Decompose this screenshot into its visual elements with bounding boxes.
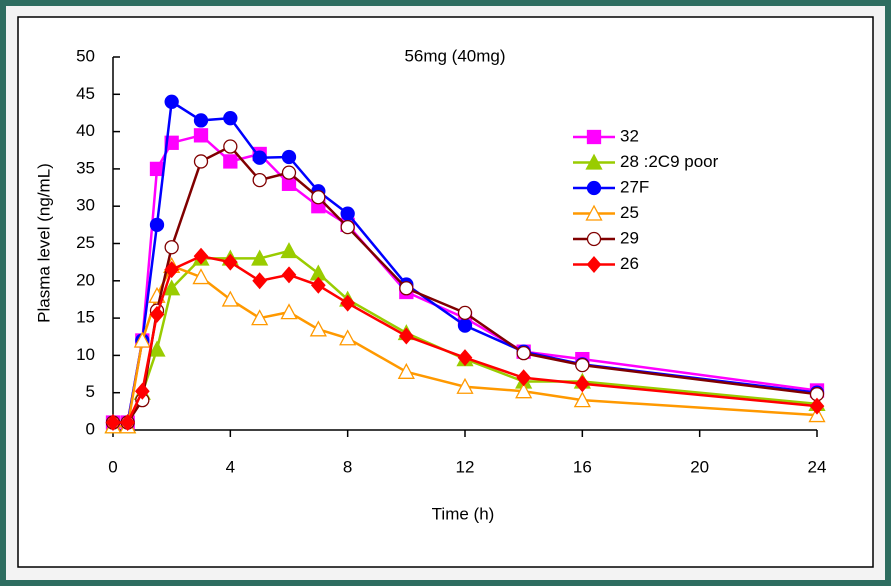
marker xyxy=(252,172,267,188)
marker xyxy=(280,242,298,259)
legend-marker xyxy=(586,256,602,273)
legend-marker xyxy=(586,231,602,247)
y-tick-label: 40 xyxy=(76,121,95,140)
legend-label: 28 :2C9 poor xyxy=(620,152,719,171)
x-axis-label: Time (h) xyxy=(432,504,495,523)
x-tick-label: 4 xyxy=(226,457,235,476)
marker xyxy=(575,357,590,373)
y-tick-label: 35 xyxy=(76,158,95,177)
series-line xyxy=(113,264,818,428)
marker xyxy=(105,414,121,432)
series-line xyxy=(113,133,818,424)
marker xyxy=(134,382,150,400)
marker xyxy=(457,318,473,333)
marker xyxy=(192,268,210,285)
marker xyxy=(310,276,326,294)
marker xyxy=(399,281,414,296)
marker xyxy=(251,309,269,326)
y-tick-label: 50 xyxy=(76,46,95,65)
marker xyxy=(340,206,355,221)
y-tick-label: 0 xyxy=(86,419,95,438)
marker xyxy=(164,94,179,109)
marker xyxy=(515,382,533,399)
marker xyxy=(223,139,238,154)
legend-marker xyxy=(585,204,603,221)
marker xyxy=(397,362,415,379)
y-tick-label: 45 xyxy=(76,84,95,103)
x-tick-label: 0 xyxy=(108,457,117,476)
marker xyxy=(456,377,474,394)
series-line xyxy=(113,249,818,428)
marker xyxy=(311,190,326,205)
marker xyxy=(164,261,180,279)
x-tick-label: 24 xyxy=(808,457,827,476)
marker xyxy=(223,154,238,169)
marker xyxy=(574,375,590,393)
marker xyxy=(516,346,531,361)
marker xyxy=(809,397,825,415)
marker xyxy=(398,327,414,345)
y-tick-label: 30 xyxy=(76,196,95,215)
marker xyxy=(133,331,151,348)
x-tick-label: 8 xyxy=(343,457,352,476)
y-tick-label: 25 xyxy=(76,233,95,252)
marker xyxy=(193,154,209,169)
legend-label: 27F xyxy=(620,177,649,196)
y-axis-label: Plasma level (ng/mL) xyxy=(34,163,53,323)
legend-marker xyxy=(586,129,602,145)
y-tick-label: 5 xyxy=(86,382,95,401)
x-tick-label: 20 xyxy=(690,457,709,476)
marker xyxy=(193,247,209,265)
marker xyxy=(339,329,357,346)
chart-title: 56mg (40mg) xyxy=(404,46,505,65)
marker xyxy=(252,272,268,290)
marker xyxy=(149,161,165,177)
y-tick-label: 15 xyxy=(76,308,95,327)
legend-label: 32 xyxy=(620,126,639,145)
y-tick-label: 20 xyxy=(76,270,95,289)
legend-marker xyxy=(586,180,602,196)
marker xyxy=(309,320,327,337)
legend-label: 26 xyxy=(620,254,639,273)
y-tick-label: 10 xyxy=(76,345,95,364)
marker xyxy=(457,349,473,367)
marker xyxy=(252,150,267,165)
marker xyxy=(222,253,238,271)
marker xyxy=(457,305,473,321)
marker xyxy=(221,290,239,307)
marker xyxy=(281,266,297,284)
marker xyxy=(149,217,165,233)
marker xyxy=(280,303,298,320)
marker xyxy=(340,219,355,235)
marker xyxy=(281,165,297,180)
marker xyxy=(163,279,181,296)
marker xyxy=(340,294,356,312)
marker xyxy=(251,249,269,266)
marker xyxy=(281,149,297,165)
marker xyxy=(120,414,136,432)
legend-label: 25 xyxy=(620,203,639,222)
marker xyxy=(223,111,238,126)
series-line xyxy=(113,254,818,424)
marker xyxy=(193,128,209,143)
legend-label: 29 xyxy=(620,228,639,247)
marker xyxy=(164,240,179,255)
series-line xyxy=(113,99,818,424)
x-tick-label: 16 xyxy=(573,457,592,476)
marker xyxy=(193,113,209,128)
marker xyxy=(148,340,166,357)
marker xyxy=(573,391,591,408)
legend-marker xyxy=(585,153,603,170)
marker xyxy=(149,305,165,323)
x-tick-label: 12 xyxy=(456,457,475,476)
marker xyxy=(516,369,532,387)
